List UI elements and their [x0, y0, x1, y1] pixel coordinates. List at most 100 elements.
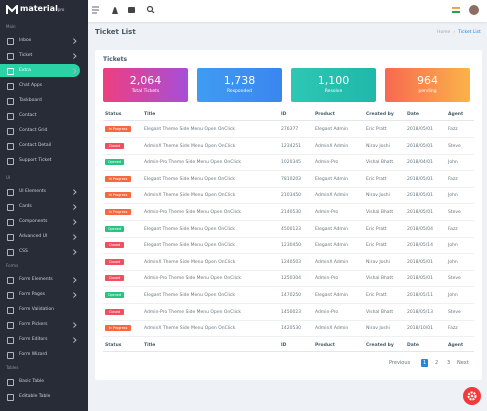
nav-label: UI Elements	[19, 188, 47, 194]
table-cell: Admin-Pro Theme Side Menu Open OnClick	[144, 309, 242, 315]
breadcrumb-sep: ›	[453, 30, 456, 35]
table-cell: 1240503	[281, 259, 302, 265]
table-cell: 1020345	[281, 160, 302, 166]
tickets-card: Tickets 2,064 Total Tickets 1,738 Responded…	[95, 50, 482, 380]
section-label: UI	[6, 175, 11, 180]
flag-icon[interactable]	[451, 7, 461, 13]
nav-label: Editable Table	[19, 393, 51, 399]
status-text: Closed	[108, 143, 121, 148]
status-badge: Opened	[105, 159, 124, 166]
topbar	[88, 0, 487, 22]
section-label: Forms	[6, 263, 19, 268]
table-cell: Admin-Pro	[315, 210, 339, 215]
section-label: Tables	[6, 365, 19, 370]
table-cell: Elegant Theme Side Menu Open OnClick	[144, 243, 235, 249]
table-cell: Elegant Admin	[315, 226, 348, 232]
page-title: Ticket List	[95, 28, 136, 36]
page-link[interactable]: Previous	[389, 360, 411, 366]
status-badge: In Progress	[105, 175, 131, 182]
nav-label: Form Validation	[19, 306, 54, 312]
nav-icon	[7, 52, 14, 60]
bell-icon[interactable]	[112, 7, 118, 14]
nav-item[interactable]: Taskboard	[0, 94, 80, 107]
nav-label: Form Pickers	[19, 321, 48, 327]
nav-arrow	[71, 233, 77, 239]
nav-item[interactable]: Chat Apps	[0, 79, 80, 92]
table-cell: 2018/05/13	[407, 309, 433, 315]
page-link[interactable]: 2	[435, 360, 439, 366]
nav-item[interactable]: Form Validation	[0, 303, 80, 316]
table-cell: 2018/05/01	[407, 193, 433, 199]
table-footer: Product	[315, 343, 335, 348]
nav-icon	[7, 351, 14, 359]
status-text: Closed	[108, 276, 121, 281]
table-rule	[103, 253, 474, 255]
nav-item[interactable]: Form Editors	[0, 333, 80, 346]
menu-icon[interactable]	[92, 6, 99, 14]
nav-item[interactable]: Contact	[0, 109, 80, 122]
table-cell: Admin-Pro	[315, 309, 339, 315]
search-icon[interactable]	[146, 5, 155, 14]
nav-item[interactable]: Ticket	[0, 49, 80, 62]
nav-icon	[7, 112, 14, 120]
table-rule	[103, 236, 474, 238]
nav-item[interactable]: Components	[0, 215, 80, 228]
nav-item[interactable]: Advanced UI	[0, 230, 80, 243]
chat-icon[interactable]	[128, 7, 135, 13]
status-text: In Progress	[108, 326, 128, 331]
nav-item[interactable]: Form Pages	[0, 288, 80, 301]
nav-icon	[7, 188, 14, 196]
nav-item[interactable]: Extra	[0, 64, 80, 77]
nav-label: Contact	[19, 112, 37, 118]
table-footer: Title	[144, 343, 156, 348]
nav-arrow	[71, 321, 77, 327]
page-link[interactable]: 1	[421, 359, 429, 367]
stat-label: Responded	[227, 89, 252, 94]
nav-item[interactable]: Contact Grid	[0, 124, 80, 137]
table-cell: 2018/05/01	[407, 127, 433, 132]
settings-fab[interactable]	[462, 386, 482, 406]
nav-item[interactable]: Contact Detail	[0, 139, 80, 152]
nav-arrow	[71, 276, 77, 282]
nav-item[interactable]: Basic Table	[0, 375, 80, 388]
table-cell: 2018/04/01	[407, 160, 433, 166]
table-rule	[103, 220, 474, 221]
status-text: Opened	[107, 160, 122, 165]
nav-item[interactable]: Form Pickers	[0, 318, 80, 331]
page-link[interactable]: 3	[447, 360, 451, 366]
table-cell: John	[448, 243, 458, 249]
table-header: ID	[281, 112, 287, 117]
table-cell: AdminX Theme Side Menu Open OnClick	[144, 326, 236, 332]
table-cell: Elegant Admin	[315, 127, 348, 132]
avatar[interactable]	[469, 5, 479, 15]
status-badge: In Progress	[105, 209, 131, 215]
table-cell: 1420530	[281, 326, 302, 332]
nav-item[interactable]: Form Elements	[0, 273, 80, 286]
nav-item[interactable]: UI Elements	[0, 185, 80, 198]
nav-item[interactable]: CSS	[0, 245, 80, 258]
nav-item[interactable]: Editable Table	[0, 390, 80, 403]
breadcrumb-item[interactable]: Home	[437, 30, 451, 35]
table-footer: ID	[281, 343, 287, 348]
nav-item[interactable]: Form Wizard	[0, 348, 80, 361]
table-rule	[103, 170, 474, 172]
nav-icon	[7, 393, 14, 401]
table-cell: Eric Pratt	[366, 293, 387, 298]
logo-sub: pro	[57, 7, 65, 12]
table-cell: 2018/05/01	[407, 259, 433, 265]
nav-icon	[7, 233, 14, 241]
stat-value: 1,100	[317, 74, 350, 87]
table-cell: 1250304	[281, 276, 302, 282]
table-cell: 1234251	[281, 143, 302, 149]
table-cell: Eric Pratt	[366, 176, 387, 182]
nav-item[interactable]: Cards	[0, 200, 80, 213]
nav-item[interactable]: Inbox	[0, 34, 80, 47]
page-link[interactable]: Next	[457, 360, 469, 366]
status-badge: Opened	[105, 225, 124, 232]
table-rule	[103, 186, 474, 188]
table-cell: Fazz	[448, 226, 458, 232]
table-cell: Vishal Bhatt	[366, 160, 394, 166]
status-text: Closed	[108, 309, 121, 314]
nav-item[interactable]: Support Ticket	[0, 154, 80, 167]
nav-arrow	[71, 203, 77, 209]
